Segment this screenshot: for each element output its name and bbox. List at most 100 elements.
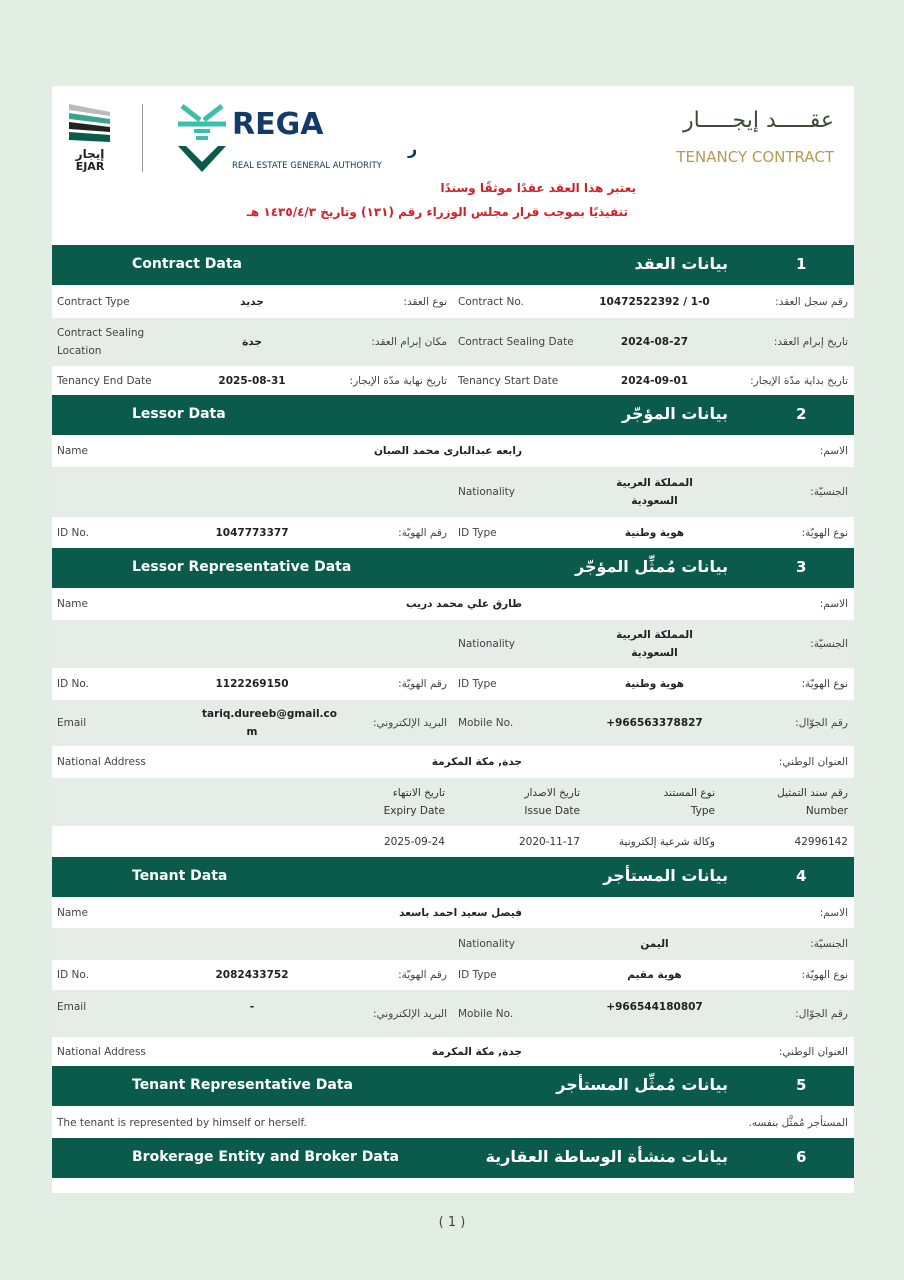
notice-line-1: يعتبر هذا العقد عقدًا موثقًا وسندًا xyxy=(440,181,636,195)
field-value: هوية وطنية xyxy=(624,678,685,690)
field-label-ar: الاسم: xyxy=(819,598,848,610)
field-label-ar: رقم الجوّال: xyxy=(795,717,848,729)
field-value: جدة xyxy=(242,336,262,348)
field-label-ar: مكان إبرام العقد: xyxy=(371,336,447,348)
field-value: 1122269150 xyxy=(215,678,289,690)
field-label-en: National Address xyxy=(57,756,146,768)
field-label-en: ID No. xyxy=(57,678,89,690)
section-number: 4 xyxy=(796,867,807,885)
cell: رقم سند التمثيل Number xyxy=(777,787,848,817)
svg-text:الهيئة العامة للعقار: الهيئة العامة للعقار xyxy=(407,139,416,158)
section-number: 3 xyxy=(796,558,807,576)
field-label-ar: العنوان الوطني: xyxy=(778,756,848,768)
field-label-ar: الاسم: xyxy=(819,907,848,919)
field-label-ar: رقم سجل العقد: xyxy=(775,295,848,308)
section-title-en: Tenant Data xyxy=(132,868,228,884)
rega-logo: REGA الهيئة العامة للعقار REAL ESTATE GE… xyxy=(178,104,416,172)
table-row: ID No. 1122269150 رقم الهويّة: ID Type هوية … xyxy=(52,668,854,700)
logo-divider xyxy=(142,104,143,172)
field-value: جدة, مكة المكرمة xyxy=(431,1045,522,1058)
field-label-en: ID No. xyxy=(57,526,89,539)
field-value: المملكة العربية السعودية xyxy=(616,629,693,659)
section-header-6: Brokerage Entity and Broker Data بيانات م… xyxy=(52,1138,854,1178)
table-row: Email - البريد الإلكتروني: Mobile No. +96654… xyxy=(52,990,854,1037)
field-value: فيصل سعيد احمد باسعد xyxy=(399,907,522,919)
field-value: طارق علي محمد دريب xyxy=(406,598,522,610)
section-title-en: Lessor Data xyxy=(132,406,226,422)
statement-ar: المستأجر مُمثَّل بنفسه. xyxy=(748,1117,848,1129)
table-row: Contract Type جديد نوع العقد: Contract No. 1… xyxy=(52,285,854,318)
field-label-ar: البريد الإلكتروني: xyxy=(373,1007,447,1020)
section-title-ar: بيانات مُمثِّل المستأجر xyxy=(556,1075,728,1094)
notice-line-2: تنفيذيًا بموجب قرار مجلس الوزراء رقم (١٣… xyxy=(246,205,628,219)
field-label-en: Name xyxy=(57,445,88,457)
table-row: Nationality المملكة العربية السعودية الجنس… xyxy=(52,467,854,517)
tenancy-contract-document: إيجار EJAR REGA الهيئة العامة للعقار REA… xyxy=(52,86,854,1193)
section-title-ar: بيانات المؤجّر xyxy=(622,404,728,423)
field-value: 2082433752 xyxy=(215,969,289,981)
section-number: 5 xyxy=(796,1076,807,1094)
title-english: TENANCY CONTRACT xyxy=(676,148,834,166)
section-header-1: Contract Data بيانات العقد 1 xyxy=(52,245,854,285)
field-label-ar: تاريخ نهاية مدّة الإيجار: xyxy=(349,374,447,387)
field-value: المملكة العربية السعودية xyxy=(616,477,693,507)
svg-text:إيجار: إيجار xyxy=(75,147,105,161)
field-label-ar: الجنسيّة: xyxy=(810,938,848,950)
field-label-en: ID Type xyxy=(458,969,497,981)
field-label-en: Name xyxy=(57,907,88,919)
field-label-en: Email xyxy=(57,1001,87,1013)
field-label-en: Tenancy End Date xyxy=(57,374,152,387)
field-label-ar: نوع الهويّة: xyxy=(801,969,848,981)
section-header-3: Lessor Representative Data بيانات مُمثِّل… xyxy=(52,548,854,588)
table-row: Nationality المملكة العربية السعودية الجنس… xyxy=(52,620,854,668)
field-value: - xyxy=(249,1001,255,1013)
field-label-ar: نوع الهويّة: xyxy=(801,678,848,690)
table-row: National Address جدة, مكة المكرمة العنوان … xyxy=(52,1037,854,1066)
cell: تاريخ الانتهاء Expiry Date xyxy=(383,787,445,817)
field-value: اليمن xyxy=(640,938,669,950)
field-value: 2024-09-01 xyxy=(620,374,689,387)
field-value: 1047773377 xyxy=(215,526,289,539)
svg-text:EJAR: EJAR xyxy=(76,160,105,172)
field-label-en: Nationality xyxy=(458,938,516,950)
field-label-en: Contract No. xyxy=(458,295,524,308)
cell: 2020-11-17 xyxy=(518,835,580,848)
section-header-4: Tenant Data بيانات المستأجر 4 xyxy=(52,857,854,897)
table-row: ID No. 2082433752 رقم الهويّة: ID Type هوية … xyxy=(52,960,854,990)
field-label-ar: رقم الجوّال: xyxy=(795,1007,848,1020)
field-value: هوية مقيم xyxy=(627,969,682,981)
field-label-ar: رقم الهويّة: xyxy=(398,969,447,981)
field-value: tariq.dureeb@gmail.co m xyxy=(202,708,337,738)
table-row: Name رابعه عبدالبارى محمد الصبان الاسم: xyxy=(52,435,854,467)
svg-text:REGA: REGA xyxy=(232,107,324,142)
section-number: 1 xyxy=(796,255,807,273)
field-label-ar: رقم الهويّة: xyxy=(398,678,447,690)
field-label-en: ID Type xyxy=(458,678,497,690)
table-row: تاريخ الانتهاء Expiry Date تاريخ الاصدار … xyxy=(52,778,854,826)
field-label-en: Contract Type xyxy=(57,295,130,308)
section-number: 2 xyxy=(796,405,807,423)
field-label-en: Tenancy Start Date xyxy=(458,374,559,387)
field-value: رابعه عبدالبارى محمد الصبان xyxy=(373,445,522,457)
cell: 2025-09-24 xyxy=(383,835,445,848)
table-row: National Address جدة, مكة المكرمة العنوان … xyxy=(52,746,854,778)
table-row: Tenancy End Date 2025-08-31 تاريخ نهاية مد… xyxy=(52,366,854,395)
cell: وكالة شرعية إلكترونية xyxy=(618,835,715,848)
field-value: +966544180807 xyxy=(606,1001,703,1013)
table-row: Contract Sealing Location جدة مكان إبرام ا… xyxy=(52,318,854,366)
field-label-ar: البريد الإلكتروني: xyxy=(373,717,447,729)
field-value: هوية وطنية xyxy=(624,526,685,539)
field-value: جديد xyxy=(240,295,264,308)
field-label-ar: نوع الهويّة: xyxy=(801,526,848,539)
field-label-ar: العنوان الوطني: xyxy=(778,1045,848,1058)
field-label-en: Nationality xyxy=(458,638,516,650)
field-label-en: Contract Sealing Location xyxy=(57,327,145,357)
svg-text:REAL ESTATE GENERAL AUTHORITY: REAL ESTATE GENERAL AUTHORITY xyxy=(232,161,383,171)
field-label-en: Contract Sealing Date xyxy=(458,336,574,348)
field-label-ar: تاريخ إبرام العقد: xyxy=(773,336,848,348)
field-label-ar: الاسم: xyxy=(819,445,848,457)
title-arabic: عقـــــد إيجـــــار xyxy=(682,108,834,133)
table-row: 2025-09-24 2020-11-17 وكالة شرعية إلكتروني… xyxy=(52,826,854,857)
field-label-en: Mobile No. xyxy=(458,1007,514,1020)
field-label-en: National Address xyxy=(57,1045,146,1058)
